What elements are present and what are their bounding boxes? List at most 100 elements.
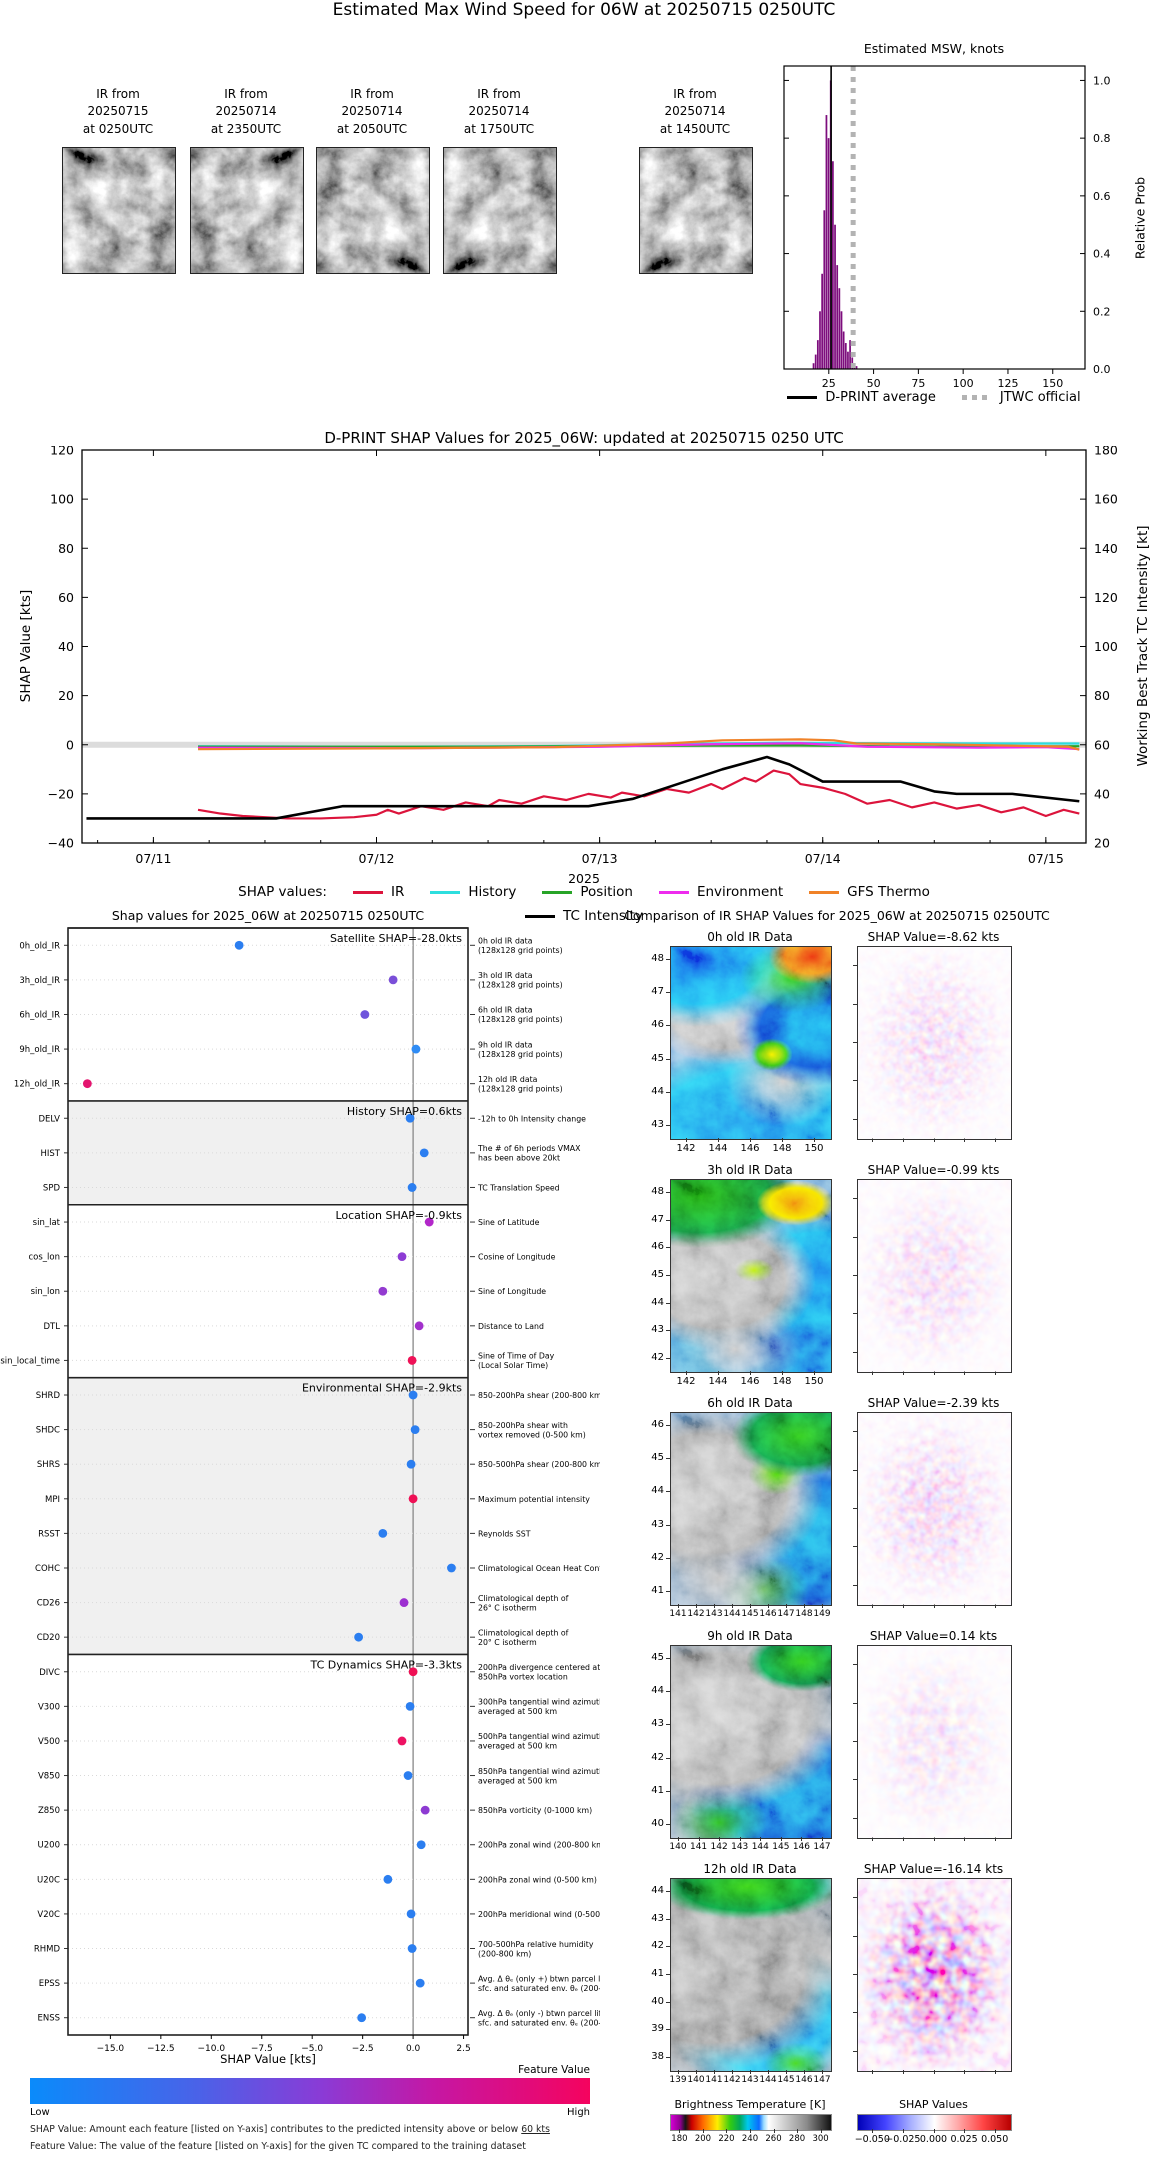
feature-description: 500hPa tangential wind azimuthally	[478, 1732, 600, 1741]
lat-tick-label: 39	[651, 2023, 664, 2035]
ir-map-title: 9h old IR Data	[707, 1629, 793, 1643]
ir-thumbnail-caption: IR from 20250714 at 2350UTC	[190, 86, 302, 138]
ir-cloud-texture	[191, 148, 303, 273]
shap-values-map	[857, 1412, 1012, 1606]
lon-tick-label: 140	[687, 2075, 705, 2085]
shap-map-tick	[853, 1546, 857, 1548]
shap-values-map	[857, 946, 1012, 1140]
ir-cloud-texture	[640, 148, 752, 273]
feature-shap-dot	[408, 1494, 418, 1504]
lat-tick	[666, 1058, 670, 1060]
feature-label: RSST	[38, 1529, 61, 1539]
feature-description: Climatological Ocean Heat Content	[478, 1564, 600, 1573]
ir-thumbnail-caption: IR from 20250714 at 1750UTC	[443, 86, 555, 138]
histogram-bar	[823, 210, 826, 369]
timeseries-plot: 120 100 80 60 40 20 0 −20 −40 180 160 140 120 100 80 60…	[48, 446, 1118, 886]
ir-cloud-texture	[317, 148, 429, 273]
lat-tick-label: 43	[651, 1518, 664, 1530]
shap-colorbar-title: SHAP Values	[899, 2098, 968, 2111]
lon-tick	[698, 1837, 700, 1841]
feature-description: 850hPa vorticity (0-1000 km)	[478, 1806, 592, 1815]
legend-label: History	[468, 884, 517, 900]
lat-tick-label: 46	[651, 1419, 664, 1431]
feature-description: sfc. and saturated env. θₑ (200-800 km)	[478, 1984, 600, 1993]
lat-tick-label: 44	[651, 1485, 664, 1497]
lat-tick-label: 42	[651, 1940, 664, 1952]
tick-label: 120	[50, 446, 74, 458]
lon-tick	[732, 1604, 733, 1608]
lon-tick-label: 144	[708, 1376, 728, 1387]
lon-tick	[804, 1604, 805, 1608]
shap-map-tick	[902, 1837, 904, 1841]
section-header: TC Dynamics SHAP=-3.3kts	[310, 1658, 463, 1671]
shap-map-tick	[853, 1664, 857, 1666]
feature-description: 20° C isotherm	[478, 1638, 537, 1647]
shap-values-map	[857, 1878, 1012, 2072]
histogram-legend: D-PRINT average JTWC official	[700, 390, 1168, 405]
bt-tick	[702, 2129, 704, 2133]
legend-label: IR	[390, 884, 405, 900]
legend-item-jtwc-official: JTWC official	[961, 390, 1081, 405]
lon-tick	[696, 2070, 697, 2074]
lat-tick	[666, 2029, 670, 2031]
feature-label: 12h_old_IR	[14, 1080, 60, 1090]
feature-description: (128x128 grid points)	[478, 981, 563, 990]
lon-tick-label: 144	[708, 1143, 728, 1154]
feature-label: Z850	[38, 1806, 60, 1816]
shap-cb-tick	[994, 2129, 996, 2133]
feature-description: averaged at 500 km	[478, 1707, 557, 1716]
lon-tick	[718, 1371, 719, 1375]
caption-line: IR from	[224, 87, 268, 101]
lat-tick	[666, 1590, 670, 1592]
lon-tick-label: 146	[792, 1842, 811, 1852]
tick-label: −5.0	[301, 2044, 323, 2054]
lat-tick	[666, 1357, 670, 1359]
lat-tick-label: 44	[651, 1296, 664, 1308]
cloud-texture-overlay	[671, 947, 831, 1139]
legend-label: GFS Thermo	[847, 884, 930, 900]
legend-line-icon	[542, 890, 573, 894]
lat-tick	[666, 992, 670, 994]
footnote-feature-value: Feature Value: The value of the feature …	[30, 2141, 526, 2152]
feature-label: SPD	[43, 1183, 61, 1193]
caption-line: at 2350UTC	[210, 121, 282, 136]
feature-description: vortex removed (0-500 km)	[478, 1430, 586, 1439]
tick-label: 40	[58, 639, 74, 654]
bt-tick-label: 220	[718, 2134, 735, 2144]
shap-map-tick	[853, 2012, 857, 2014]
ir-data-map	[670, 1878, 832, 2072]
lon-tick	[719, 1837, 721, 1841]
shap-map-tick	[853, 1935, 857, 1937]
feature-label: CD20	[37, 1633, 60, 1643]
feature-label: CD26	[37, 1599, 60, 1609]
shap-map-tick	[853, 1702, 857, 1704]
ir-thumbnail-image	[443, 147, 557, 274]
shap-cb-tick-label: 0.025	[950, 2134, 978, 2145]
lon-tick	[732, 2070, 733, 2074]
tick-label: 120	[1094, 590, 1118, 605]
shap-speckle-texture	[858, 947, 1011, 1139]
section-header: Satellite SHAP=-28.0kts	[330, 932, 462, 945]
feature-shap-dot	[397, 1252, 407, 1262]
lon-tick-label: 146	[740, 1143, 760, 1154]
timeseries-legend-row2: TC Intensity	[0, 908, 1168, 924]
lat-tick-label: 45	[651, 1052, 664, 1064]
lon-tick-label: 148	[772, 1376, 792, 1387]
shap-cb-tick	[902, 2129, 904, 2133]
shap-map-tick	[902, 2070, 904, 2074]
caption-line: IR from	[477, 87, 521, 101]
feature-shap-dot	[354, 1632, 364, 1642]
lat-tick-label: 41	[651, 1584, 664, 1596]
shap-map-tick	[964, 1604, 966, 1608]
lat-tick	[666, 1790, 670, 1792]
histogram-bar	[855, 366, 858, 369]
lon-tick-label: 146	[759, 1609, 777, 1619]
shap-map-tick	[853, 1313, 857, 1315]
tick-label: −10.0	[197, 2044, 225, 2054]
histogram-bar	[840, 311, 843, 369]
feature-description: has been above 20kt	[478, 1154, 560, 1163]
feature-label: DTL	[44, 1322, 61, 1332]
lat-tick	[666, 1946, 670, 1948]
legend-item-ir: IR	[352, 884, 405, 900]
ir-thumbnail-image	[316, 147, 430, 274]
